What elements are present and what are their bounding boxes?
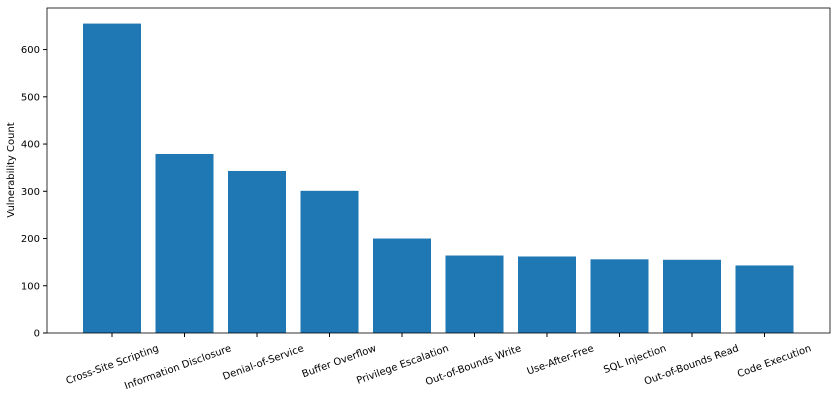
y-tick-label: 100 <box>21 281 40 292</box>
x-tick-label: Use-After-Free <box>526 343 596 377</box>
bar <box>155 153 214 333</box>
bar <box>83 23 141 334</box>
bar <box>590 259 649 333</box>
x-tick-label: Code Execution <box>736 343 813 380</box>
y-tick-label: 400 <box>21 140 40 151</box>
x-tick-label: Denial-of-Service <box>221 343 305 383</box>
bar <box>300 190 359 333</box>
bar <box>735 265 794 333</box>
y-tick-label: 200 <box>21 234 40 245</box>
bar <box>518 256 576 333</box>
bar <box>663 259 721 333</box>
y-axis-label: Vulnerability Count <box>6 122 17 217</box>
y-tick-label: 300 <box>21 187 40 198</box>
bar <box>445 255 504 333</box>
y-tick-label: 0 <box>34 329 40 340</box>
bar <box>228 170 286 333</box>
bar <box>373 238 431 333</box>
plot-frame <box>46 7 831 334</box>
y-tick-label: 600 <box>21 45 40 56</box>
y-tick-label: 500 <box>21 92 40 103</box>
